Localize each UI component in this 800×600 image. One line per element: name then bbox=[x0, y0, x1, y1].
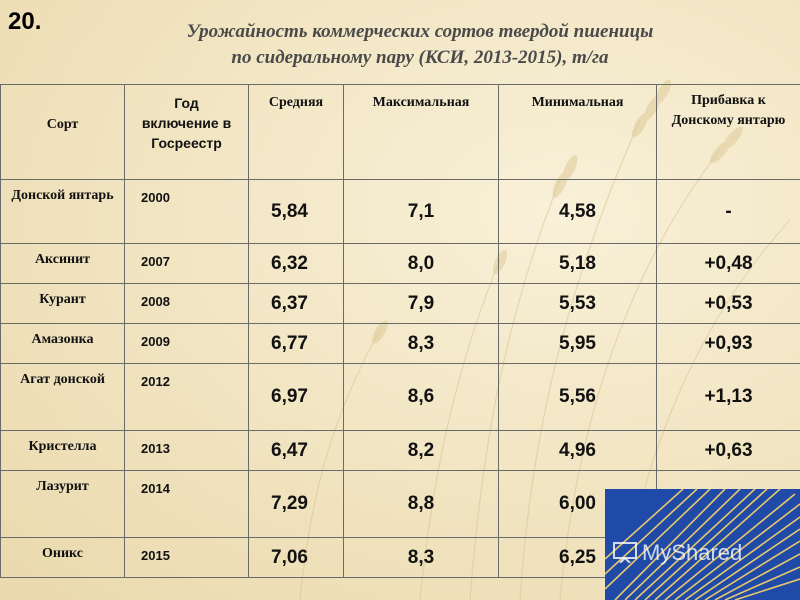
cell-gain: +0,93 bbox=[656, 323, 800, 364]
cell-min: 5,56 bbox=[498, 363, 657, 431]
table-header-row: Сорт Год включение в Госреестр Средняя М… bbox=[0, 84, 800, 180]
cell-gain: +0,48 bbox=[656, 243, 800, 284]
cell-year: 2013 bbox=[124, 430, 249, 471]
corner-pasta-image bbox=[605, 489, 800, 600]
cell-year: 2012 bbox=[124, 363, 249, 431]
header-avg: Средняя bbox=[248, 84, 344, 180]
cell-min: 4,58 bbox=[498, 179, 657, 244]
cell-sort: Агат донской bbox=[0, 363, 125, 431]
cell-max: 8,2 bbox=[343, 430, 499, 471]
header-gain: Прибавка к Донскому янтарю bbox=[656, 84, 800, 180]
cell-avg: 6,77 bbox=[248, 323, 344, 364]
header-max: Максимальная bbox=[343, 84, 499, 180]
cell-gain: +0,53 bbox=[656, 283, 800, 324]
header-year: Год включение в Госреестр bbox=[124, 84, 249, 180]
cell-min: 5,53 bbox=[498, 283, 657, 324]
cell-year: 2009 bbox=[124, 323, 249, 364]
table-body: Донской янтарь 2000 5,84 7,1 4,58- Аксинит 200… bbox=[0, 179, 800, 578]
table-row: Курант 2008 6,37 7,9 5,53 +0,53 bbox=[0, 283, 800, 324]
cell-max: 8,3 bbox=[343, 537, 499, 578]
cell-max: 7,9 bbox=[343, 283, 499, 324]
cell-sort: Аксинит bbox=[0, 243, 125, 284]
cell-sort: Курант bbox=[0, 283, 125, 324]
cell-avg: 6,37 bbox=[248, 283, 344, 324]
cell-max: 8,0 bbox=[343, 243, 499, 284]
cell-max: 7,1 bbox=[343, 179, 499, 244]
cell-sort: Кристелла bbox=[0, 430, 125, 471]
title-line-1: Урожайность коммерческих сортов твердой … bbox=[186, 21, 654, 42]
cell-year: 2015 bbox=[124, 537, 249, 578]
table-row: Донской янтарь 2000 5,84 7,1 4,58- bbox=[0, 179, 800, 244]
cell-avg: 6,47 bbox=[248, 430, 344, 471]
yield-table: Сорт Год включение в Госреестр Средняя М… bbox=[0, 84, 800, 578]
cell-gain: - bbox=[656, 179, 800, 244]
watermark-text: MyShared bbox=[642, 540, 743, 565]
cell-year: 2014 bbox=[124, 470, 249, 538]
cell-gain: +1,13 bbox=[656, 363, 800, 431]
cell-min: 5,95 bbox=[498, 323, 657, 364]
presentation-icon bbox=[613, 542, 637, 563]
cell-avg: 5,84 bbox=[248, 179, 344, 244]
cell-sort: Донской янтарь bbox=[0, 179, 125, 244]
header-min: Минимальная bbox=[498, 84, 657, 180]
cell-avg: 7,06 bbox=[248, 537, 344, 578]
page-title: Урожайность коммерческих сортов твердой … bbox=[100, 19, 740, 71]
cell-avg: 7,29 bbox=[248, 470, 344, 538]
cell-year: 2000 bbox=[124, 179, 249, 244]
table-row: Кристелла 2013 6,47 8,2 4,96 +0,63 bbox=[0, 430, 800, 471]
header-sort: Сорт bbox=[0, 84, 125, 180]
table-row: Агат донской 2012 6,97 8,6 5,56 +1,13 bbox=[0, 363, 800, 431]
cell-sort: Лазурит bbox=[0, 470, 125, 538]
cell-max: 8,8 bbox=[343, 470, 499, 538]
cell-max: 8,3 bbox=[343, 323, 499, 364]
cell-year: 2008 bbox=[124, 283, 249, 324]
table-row: Аксинит 2007 6,32 8,0 5,18 +0,48 bbox=[0, 243, 800, 284]
cell-min: 5,18 bbox=[498, 243, 657, 284]
slide-number: 20. bbox=[8, 8, 42, 35]
cell-sort: Амазонка bbox=[0, 323, 125, 364]
cell-avg: 6,97 bbox=[248, 363, 344, 431]
table-row: Амазонка 2009 6,77 8,3 5,95 +0,93 bbox=[0, 323, 800, 364]
pasta-strands bbox=[605, 489, 800, 600]
cell-year: 2007 bbox=[124, 243, 249, 284]
cell-gain: +0,63 bbox=[656, 430, 800, 471]
title-line-2: по сидеральному пару (КСИ, 2013-2015), т… bbox=[231, 47, 609, 68]
cell-max: 8,6 bbox=[343, 363, 499, 431]
cell-sort: Оникс bbox=[0, 537, 125, 578]
cell-avg: 6,32 bbox=[248, 243, 344, 284]
cell-min: 4,96 bbox=[498, 430, 657, 471]
